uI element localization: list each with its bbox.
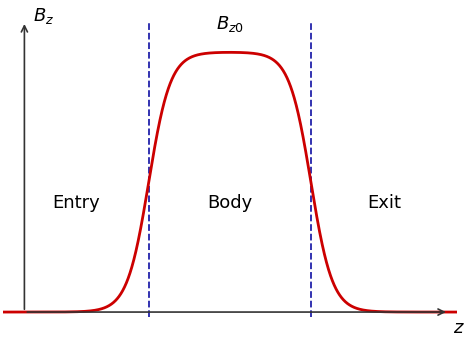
Text: $z$: $z$ xyxy=(453,319,464,337)
Text: $B_{z0}$: $B_{z0}$ xyxy=(216,14,244,34)
Text: $B_z$: $B_z$ xyxy=(32,6,54,27)
Text: Exit: Exit xyxy=(367,194,401,212)
Text: Body: Body xyxy=(207,194,252,212)
Text: Entry: Entry xyxy=(52,194,100,212)
